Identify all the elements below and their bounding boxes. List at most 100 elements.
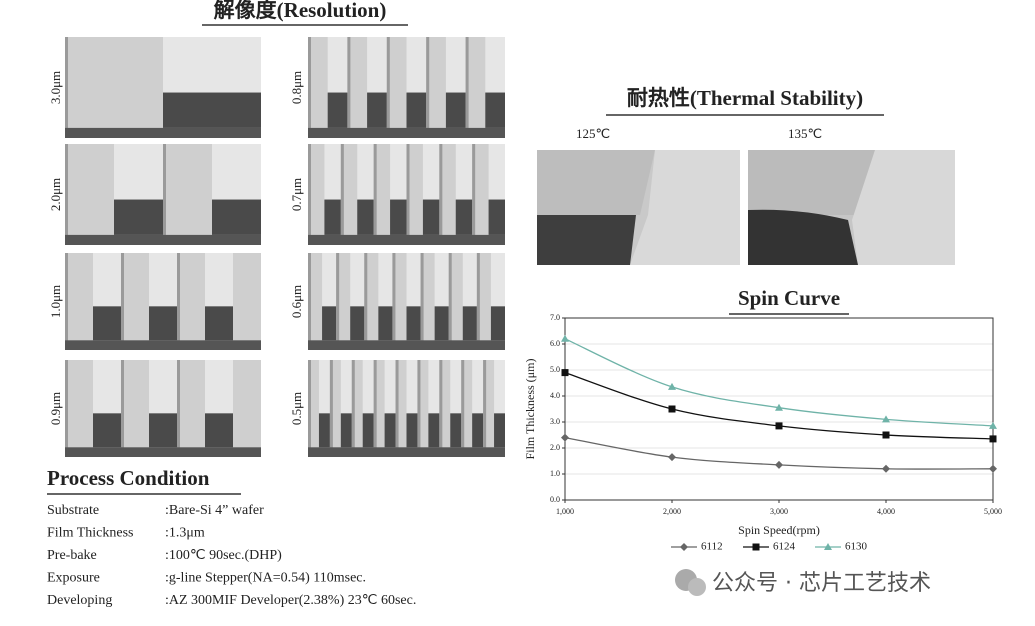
sem-image: [308, 37, 505, 138]
sem-trench: [494, 360, 505, 414]
y-tick-label: 3.0: [550, 417, 560, 426]
sem-substrate: [308, 127, 505, 138]
sem-pillar-edge: [386, 37, 390, 138]
legend-label: 6112: [701, 541, 723, 553]
sem-trench-bottom: [378, 306, 393, 341]
condition-name: Pre-bake: [47, 548, 97, 563]
sem-trench-bottom: [406, 413, 418, 448]
sem-pillar-edge: [461, 360, 465, 457]
sem-pillar-edge: [439, 144, 443, 245]
point: [882, 415, 890, 423]
sem-pillar-edge: [351, 360, 355, 457]
sem-trench: [434, 253, 449, 307]
sem-trench: [367, 37, 387, 93]
sem-pillar-edge: [336, 253, 340, 350]
sem-trench-bottom: [357, 199, 374, 235]
sem-pillar-edge: [340, 144, 344, 245]
legend-marker: [824, 543, 832, 550]
plot-frame: [564, 317, 994, 501]
point: [561, 334, 569, 342]
sem-image: [65, 144, 261, 245]
sem-trench-bottom: [422, 199, 440, 235]
point: [775, 460, 783, 469]
condition-name: Developing: [47, 593, 112, 608]
chart: 0.0 1.0 2.0 3.0 4.0 5.0 6.0 7.0 1,000 2,000 3,000 4…: [550, 313, 1002, 553]
condition-name: Substrate: [47, 503, 99, 518]
sem-pillar-edge: [420, 253, 424, 350]
thermal-image: [537, 150, 740, 265]
sem-trench-bottom: [93, 413, 121, 448]
sem-pillar-edge: [121, 360, 124, 457]
thermal-image: [748, 150, 955, 265]
condition-value: :g-line Stepper(NA=0.54) 110msec.: [165, 571, 366, 586]
x-tick-label: 3,000: [770, 507, 788, 516]
sem-pillar-edge: [65, 253, 68, 350]
point: [989, 421, 997, 429]
scale-label: 0.7μm: [289, 178, 304, 211]
sem-pillar-edge: [308, 253, 311, 350]
sem-trench: [163, 37, 261, 93]
sem-pillar-edge: [364, 253, 368, 350]
y-tick-label: 1.0: [550, 469, 560, 478]
sem-trench-bottom: [390, 199, 407, 235]
sem-pillar-edge: [406, 144, 410, 245]
point: [561, 433, 569, 442]
sem-trench: [406, 253, 421, 307]
sem-trench: [149, 360, 177, 414]
sem-trench: [390, 144, 407, 200]
y-tick-label: 4.0: [550, 391, 560, 400]
sem-trench: [318, 360, 330, 414]
sem-trench-bottom: [445, 92, 466, 128]
sem-trench: [455, 144, 473, 200]
sem-trench-bottom: [163, 92, 261, 128]
resolution-title: 解像度(Resolution): [214, 0, 387, 22]
sem-trench: [406, 37, 427, 93]
sem-trench: [384, 360, 396, 414]
sem-trench: [327, 37, 348, 93]
sem-trench-bottom: [450, 413, 462, 448]
scale-label: 0.5μm: [289, 392, 304, 425]
sem-trench: [488, 144, 505, 200]
sem-substrate: [65, 340, 261, 350]
sem-trench: [445, 37, 466, 93]
process-title: Process Condition: [47, 466, 210, 490]
sem-trench: [322, 253, 337, 307]
condition-name: Exposure: [47, 571, 100, 586]
y-tick-label: 7.0: [550, 313, 560, 322]
sem-trench-bottom: [205, 413, 233, 448]
condition-value: :AZ 300MIF Developer(2.38%) 23℃ 60sec.: [165, 593, 416, 608]
sem-pillar-edge: [439, 360, 443, 457]
sem-trench-bottom: [327, 92, 348, 128]
sem-trench: [324, 144, 341, 200]
sem-trench-bottom: [472, 413, 484, 448]
sem-pillar-edge: [426, 37, 430, 138]
x-tick-label: 4,000: [877, 507, 895, 516]
sem-trench-bottom: [406, 92, 427, 128]
sem-trench: [428, 360, 440, 414]
y-tick-label: 0.0: [550, 495, 560, 504]
sem-trench-bottom: [324, 199, 341, 235]
sem-trench-bottom: [114, 199, 163, 235]
point: [775, 422, 783, 430]
watermark: 公众号 · 芯片工艺技术: [675, 569, 931, 596]
sem-pillar-edge: [483, 360, 487, 457]
scale-label: 1.0μm: [48, 285, 63, 318]
sem-image: [308, 253, 505, 350]
sem-trench: [340, 360, 352, 414]
sem-substrate: [308, 447, 505, 457]
point: [561, 369, 569, 377]
sem-pillar-edge: [329, 360, 333, 457]
sem-pillar-edge: [308, 144, 311, 245]
sem-trench: [350, 253, 365, 307]
sem-pillar-edge: [448, 253, 452, 350]
sem-trench-bottom: [455, 199, 473, 235]
sem-pillar-edge: [177, 360, 180, 457]
sem-trench-bottom: [350, 306, 365, 341]
sem-substrate: [308, 340, 505, 350]
point: [668, 405, 676, 413]
condition-value: :Bare-Si 4” wafer: [165, 503, 264, 518]
sem-substrate: [65, 127, 261, 138]
sem-trench-bottom: [212, 199, 261, 235]
sem-pillar-edge: [308, 360, 311, 457]
sem-trench-bottom: [428, 413, 440, 448]
